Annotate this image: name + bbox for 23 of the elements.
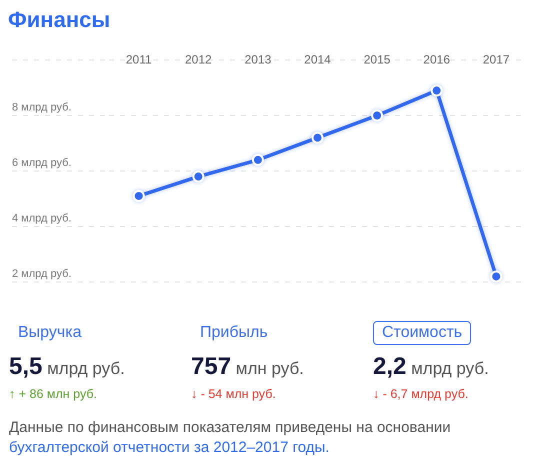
x-tick-label: 2011 <box>126 52 152 67</box>
x-tick-label: 2012 <box>185 52 212 67</box>
text: 757 млн руб. <box>191 353 304 380</box>
chart-title: Финансы <box>8 7 110 33</box>
text: Данные по финансовым показателям приведены на основании <box>9 418 451 438</box>
y-tick-label: 6 млрд руб. <box>12 157 72 170</box>
x-tick-label: 2014 <box>304 52 332 67</box>
y-tick-label: 8 млрд руб. <box>12 102 72 114</box>
text: ↑ + 86 млн руб. <box>9 386 97 402</box>
text: Прибыль <box>200 324 268 342</box>
text: 5,5 млрд руб. <box>9 353 125 380</box>
text: ↓ - 54 млн руб. <box>191 386 276 402</box>
text: 2,2 млрд руб. <box>373 353 489 380</box>
text: Стоимость <box>382 324 462 342</box>
y-tick-label: 2 млрд руб. <box>12 268 72 280</box>
y-tick-label: 4 млрд руб. <box>12 212 72 225</box>
text: Выручка <box>18 324 82 342</box>
x-tick-label: 2013 <box>244 52 272 67</box>
x-tick-label: 2016 <box>423 52 450 67</box>
x-tick-label: 2015 <box>364 52 391 67</box>
text: бухгалтерской отчетности за 2012–2017 годы. <box>9 438 330 458</box>
text: ↓ - 6,7 млрд руб. <box>373 386 468 402</box>
x-tick-label: 2017 <box>482 52 510 67</box>
